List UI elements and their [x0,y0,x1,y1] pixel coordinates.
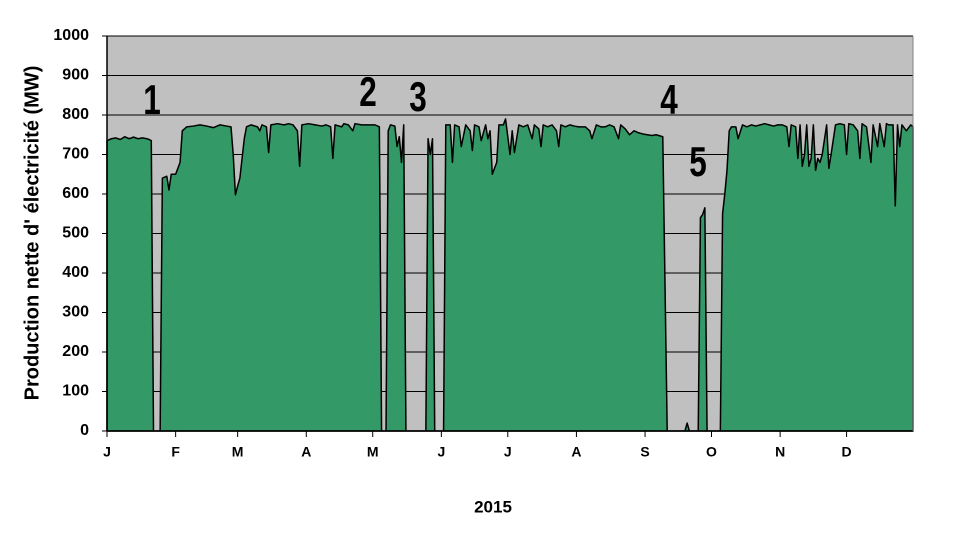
x-tick-label: O [706,444,717,460]
y-tick-label: 700 [62,146,89,163]
y-tick-label: 600 [62,185,89,202]
annotation: 2 [359,68,377,116]
x-tick-label: M [232,444,244,460]
y-tick-label: 200 [62,343,89,360]
y-axis-label: Production nette d' électricité (MW) [21,66,43,401]
y-tick-label: 900 [62,67,89,84]
annotation: 4 [660,76,678,124]
x-tick-label: J [103,444,111,460]
x-tick-label: F [171,444,180,460]
x-axis-label: 2015 [474,497,512,516]
x-tick-label: D [842,444,852,460]
y-tick-label: 500 [62,225,89,242]
y-tick-label: 100 [62,383,89,400]
y-tick-label: 400 [62,264,89,281]
x-tick-label: J [504,444,512,460]
area [106,118,914,432]
x-tick-label: N [775,444,785,460]
annotation: 3 [409,73,427,121]
y-tick-label: 1000 [53,27,89,44]
x-tick-label: M [367,444,379,460]
y-tick-label: 0 [80,422,89,439]
annotation: 5 [689,138,707,186]
y-tick-label: 800 [62,106,89,123]
y-tick-label: 300 [62,304,89,321]
x-tick-label: A [571,444,581,460]
x-tick-label: J [437,444,445,460]
annotation: 1 [143,76,161,124]
x-tick-label: S [640,444,649,460]
x-tick-label: A [301,444,311,460]
